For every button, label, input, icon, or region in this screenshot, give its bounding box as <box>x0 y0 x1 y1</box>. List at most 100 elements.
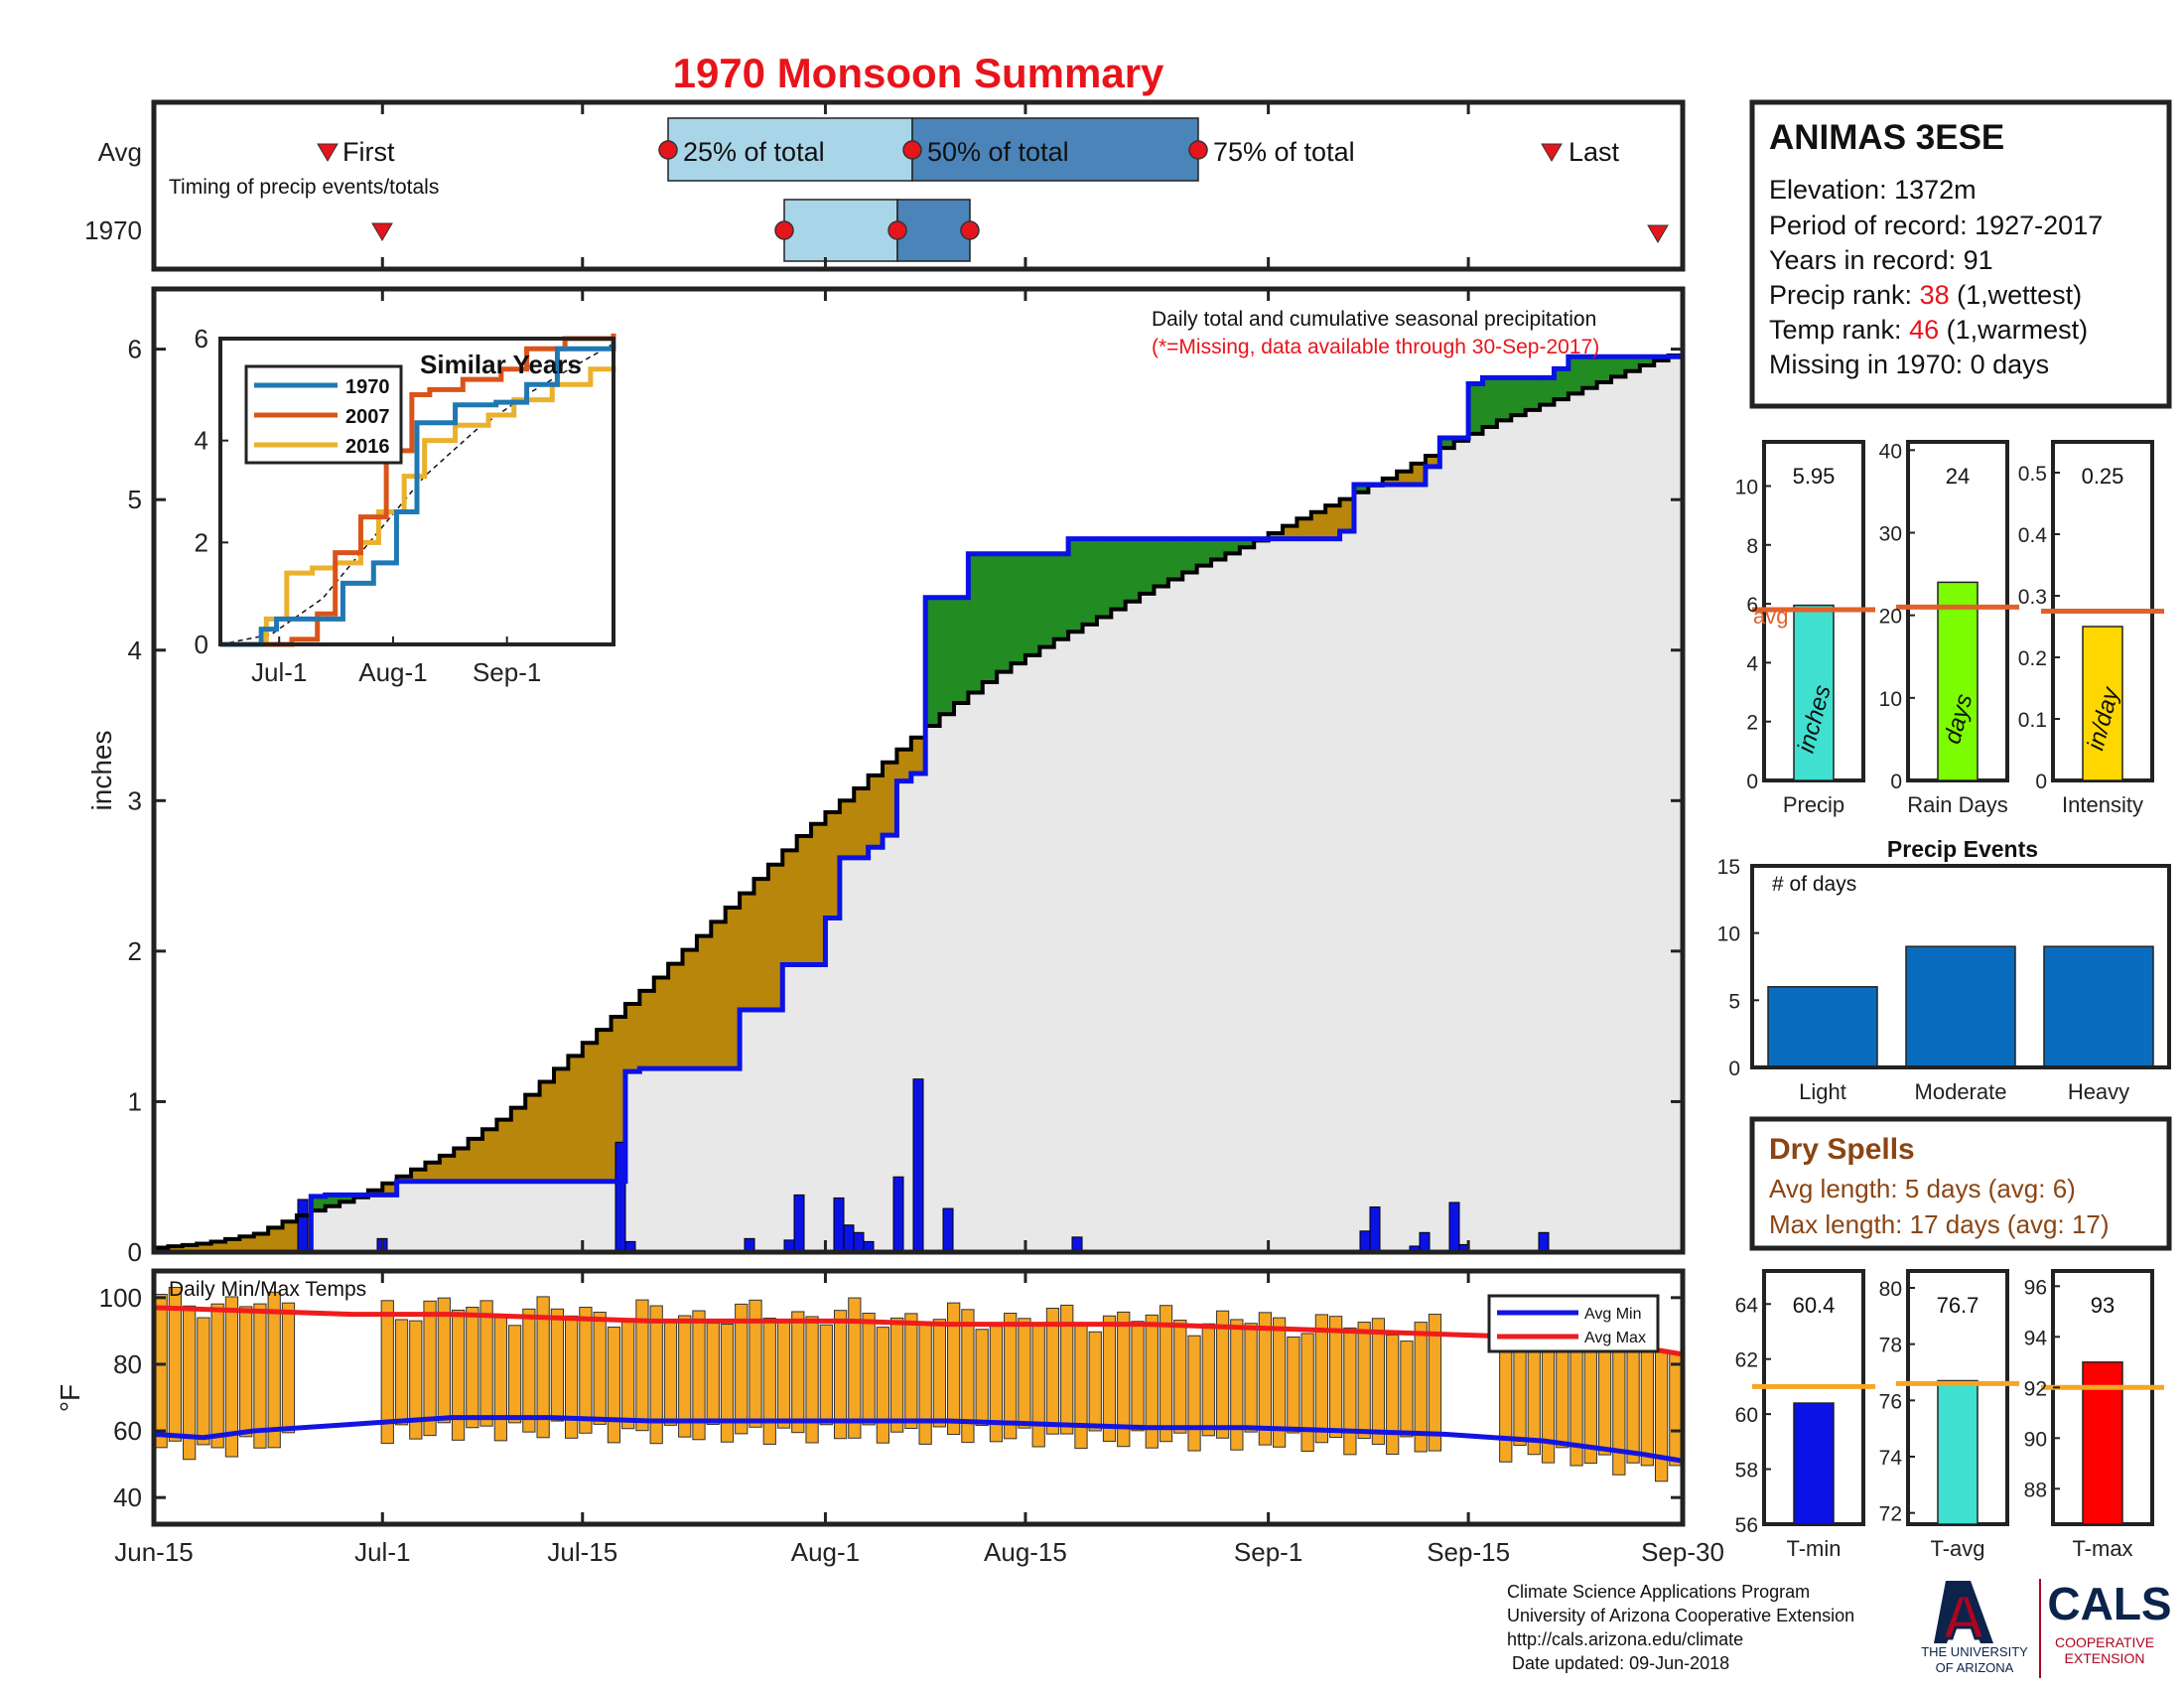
below-avg-fill <box>168 1246 184 1252</box>
year-area-fill <box>468 1181 483 1252</box>
university-of-arizona-logo: A THE UNIVERSITY OF ARIZONA <box>1921 1581 2028 1675</box>
event-bar-Light <box>1767 986 1878 1068</box>
events-tick-label: 15 <box>1717 856 1740 879</box>
daily-temp-bar <box>1215 1310 1230 1439</box>
station-years: Years in record: 91 <box>1769 245 1993 275</box>
year-area-fill <box>711 1068 727 1252</box>
above-avg-fill <box>1554 368 1570 400</box>
avg-first-label: First <box>342 137 395 167</box>
year-area-fill <box>725 1068 741 1252</box>
date-tick-label: Sep-30 <box>1641 1537 1724 1567</box>
inset-line-2016 <box>220 366 616 647</box>
mini-bar-Intensity <box>2082 626 2123 781</box>
daily-temp-bar <box>253 1303 267 1449</box>
year-area-fill <box>1297 538 1312 1252</box>
station-missing: Missing in 1970: 0 days <box>1769 350 2049 379</box>
daily-temp-bar <box>1597 1347 1612 1456</box>
temp-lines <box>153 1305 1684 1464</box>
year-area-fill <box>753 1009 769 1252</box>
below-avg-fill <box>839 800 855 858</box>
daily-temp-bar <box>692 1310 706 1441</box>
station-period: Period of record: 1927-2017 <box>1769 211 2103 240</box>
main-y-tick-label: 1 <box>128 1086 142 1116</box>
mini-value-label: 93 <box>2091 1293 2115 1318</box>
daily-temp-bar <box>1272 1317 1287 1448</box>
temps-ylabel: °F <box>55 1384 85 1412</box>
mini-bar-Rain Days <box>1937 581 1979 781</box>
inset-y-tick-label: 6 <box>195 324 208 353</box>
daily-temp-bar <box>1102 1315 1117 1443</box>
footer-line2: University of Arizona Cooperative Extens… <box>1507 1606 1854 1625</box>
main-precip-chart: 0 1 2 3 4 5 6 inches Daily total and cumulativ… <box>86 286 1686 1267</box>
year-area-fill <box>1668 356 1684 1252</box>
inset-legend: 1970 2007 2016 <box>244 364 403 465</box>
date-tick-label: Jul-1 <box>354 1537 410 1567</box>
year-area-fill <box>396 1181 412 1252</box>
station-elevation: Elevation: 1372m <box>1769 175 1977 205</box>
mini-tick-label: 0 <box>1890 771 1902 793</box>
daily-temp-bar <box>493 1314 507 1442</box>
year-area-fill <box>682 1068 698 1252</box>
daily-temp-bar <box>1654 1350 1669 1482</box>
ua-logo-line2: OF ARIZONA <box>1936 1660 2014 1675</box>
year-area-fill <box>639 1068 655 1252</box>
mini-tick-label: 92 <box>2024 1377 2047 1400</box>
temps-legend: Avg Min Avg Max <box>1487 1294 1660 1353</box>
y1970-last-marker <box>1647 224 1669 243</box>
above-avg-fill <box>1196 538 1212 566</box>
daily-temp-bar <box>848 1297 862 1439</box>
above-avg-fill <box>1496 377 1512 421</box>
below-avg-fill <box>525 1094 541 1182</box>
above-avg-fill <box>968 553 984 693</box>
below-avg-fill <box>482 1129 497 1182</box>
daily-precip-bar <box>1448 1201 1460 1253</box>
legend-label-avg-max: Avg Max <box>1584 1330 1646 1346</box>
daily-temp-bar <box>394 1319 409 1426</box>
daily-temp-bar <box>224 1296 239 1458</box>
mini-value-label: 0.25 <box>2082 464 2124 489</box>
above-avg-fill <box>1439 438 1455 449</box>
daily-precip-bar <box>853 1231 865 1253</box>
year-area-fill <box>1283 538 1297 1252</box>
temps-legend-box <box>1487 1294 1660 1353</box>
mini-tick-label: 96 <box>2024 1276 2047 1299</box>
temps-y-tick-label: 80 <box>113 1349 142 1379</box>
events-ylabel: # of days <box>1772 873 1856 896</box>
year-area-fill <box>553 1181 569 1252</box>
above-avg-fill <box>939 597 955 715</box>
daily-temp-bar <box>1230 1319 1244 1451</box>
below-avg-fill <box>182 1244 198 1252</box>
inset-x-tick-label: Sep-1 <box>473 657 541 687</box>
below-avg-fill <box>1382 478 1398 486</box>
above-avg-fill <box>340 1195 354 1202</box>
date-tick-label: Jun-15 <box>114 1537 194 1567</box>
daily-temp-bar <box>380 1300 394 1445</box>
daily-temp-bar <box>1159 1305 1173 1443</box>
date-tick-label: Jul-15 <box>547 1537 617 1567</box>
below-avg-fill <box>740 893 754 1010</box>
daily-temp-bar <box>579 1307 593 1434</box>
daily-precip-bar <box>892 1176 904 1253</box>
daily-temp-bar <box>889 1317 904 1433</box>
mini-tick-label: 40 <box>1879 440 1902 463</box>
footer-line1: Climate Science Applications Program <box>1507 1582 1810 1602</box>
mini-tick-label: 4 <box>1746 652 1758 675</box>
daily-precip-bar <box>1359 1230 1371 1253</box>
daily-temp-bar <box>1314 1314 1329 1444</box>
mini-tick-label: 6 <box>1746 594 1758 617</box>
avg-min-line <box>153 1415 1684 1464</box>
temps-y-tick-label: 100 <box>99 1283 142 1313</box>
year-area-fill <box>496 1181 512 1252</box>
daily-temp-bar <box>183 1305 197 1461</box>
avg-50-marker <box>902 140 922 160</box>
temp-stats-bars: 60.4 T-min 56 58 60 62 64 76.7 T-avg 72 74 76 78 80 93… <box>1735 1269 2164 1561</box>
daily-temp-bar <box>466 1307 479 1429</box>
daily-temp-bar <box>1060 1304 1074 1435</box>
inset-y-tick-label: 2 <box>195 527 208 557</box>
mini-tick-label: 0.4 <box>2018 524 2048 547</box>
cals-logo-line1: COOPERATIVE <box>2055 1634 2154 1650</box>
date-tick-label: Sep-1 <box>1234 1537 1302 1567</box>
